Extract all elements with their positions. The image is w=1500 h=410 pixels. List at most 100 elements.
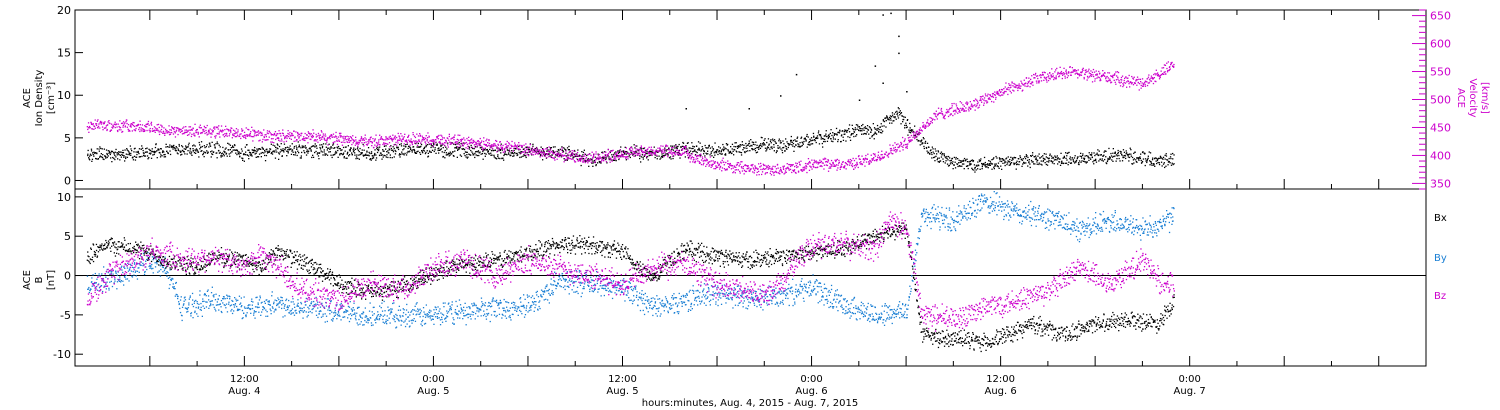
density-point [932, 148, 934, 150]
velocity-point [261, 132, 263, 134]
x-tick-date: Aug. 4 [228, 386, 260, 397]
velocity-point [114, 121, 116, 123]
density-point [591, 162, 593, 164]
velocity-point [629, 153, 631, 156]
velocity-point [124, 126, 126, 128]
velocity-point [282, 134, 285, 137]
density-point [1027, 165, 1029, 167]
velocity-point [573, 150, 575, 152]
density-point [149, 149, 151, 152]
velocity-point [483, 140, 485, 143]
velocity-point [533, 151, 535, 153]
velocity-point [1010, 92, 1012, 94]
density-point [146, 151, 148, 153]
density-point [199, 148, 201, 150]
velocity-point [958, 109, 961, 112]
density-point [303, 150, 305, 152]
velocity-point [445, 142, 447, 144]
velocity-point [179, 131, 182, 133]
density-point [802, 142, 804, 144]
density-point [450, 152, 452, 154]
velocity-point [787, 166, 789, 168]
velocity-point [338, 140, 341, 142]
velocity-point [935, 116, 938, 118]
density-point [958, 162, 960, 164]
density-point [899, 114, 901, 116]
density-point [991, 163, 994, 165]
density-point [1005, 157, 1008, 159]
density-point [388, 152, 390, 154]
density-point [1120, 151, 1122, 153]
velocity-point [786, 163, 788, 165]
velocity-point [153, 126, 156, 128]
velocity-point [605, 151, 607, 153]
density-point [1155, 160, 1157, 162]
density-point [373, 155, 375, 157]
density-point [1140, 162, 1143, 164]
density-point [941, 153, 944, 155]
density-point [114, 158, 116, 161]
density-point [178, 145, 180, 147]
velocity-point [676, 153, 679, 156]
density-point [355, 158, 357, 160]
density-point [542, 159, 544, 161]
density-point [525, 156, 527, 159]
density-point [93, 151, 95, 153]
density-point [891, 116, 893, 118]
velocity-point [139, 120, 141, 122]
velocity-point [692, 161, 694, 163]
velocity-point [714, 162, 716, 164]
velocity-point [355, 136, 357, 138]
density-point [460, 155, 463, 157]
density-point [436, 143, 438, 145]
velocity-point [999, 89, 1001, 91]
velocity-point [906, 143, 908, 146]
density-point [1156, 162, 1158, 165]
velocity-point [169, 129, 171, 131]
density-point [331, 156, 333, 159]
density-point [430, 144, 432, 146]
density-point [169, 153, 172, 156]
density-point [441, 144, 443, 146]
density-point [339, 154, 341, 156]
density-point [376, 147, 378, 149]
density-point [782, 147, 784, 149]
velocity-point [272, 134, 274, 136]
velocity-point [736, 162, 738, 164]
velocity-point [279, 132, 282, 135]
velocity-point [487, 142, 489, 144]
velocity-point [565, 159, 567, 161]
velocity-point [580, 155, 582, 157]
velocity-point [114, 126, 116, 129]
velocity-point [595, 151, 597, 153]
density-point [156, 157, 158, 159]
velocity-point [1018, 87, 1020, 89]
velocity-point [791, 171, 793, 174]
density-point [1122, 156, 1124, 159]
velocity-point [632, 153, 634, 155]
density-point [1028, 162, 1030, 164]
velocity-point [686, 149, 688, 151]
velocity-point [204, 132, 206, 135]
velocity-point [244, 136, 246, 138]
velocity-point [301, 138, 303, 141]
velocity-point [541, 148, 544, 151]
density-point [260, 152, 262, 154]
density-point [702, 148, 704, 150]
density-point [91, 160, 93, 162]
velocity-point [831, 164, 833, 166]
velocity-point [920, 129, 922, 131]
density-point [417, 150, 419, 152]
velocity-point [475, 143, 477, 145]
velocity-point [202, 130, 204, 132]
density-point [1114, 155, 1116, 157]
velocity-point [733, 171, 735, 173]
velocity-point [739, 170, 741, 173]
velocity-point [822, 162, 824, 164]
density-point [861, 133, 863, 135]
density-point [715, 150, 718, 152]
density-point [324, 153, 326, 155]
density-point [548, 153, 550, 155]
density-point [1052, 160, 1054, 163]
density-point [1042, 157, 1045, 159]
